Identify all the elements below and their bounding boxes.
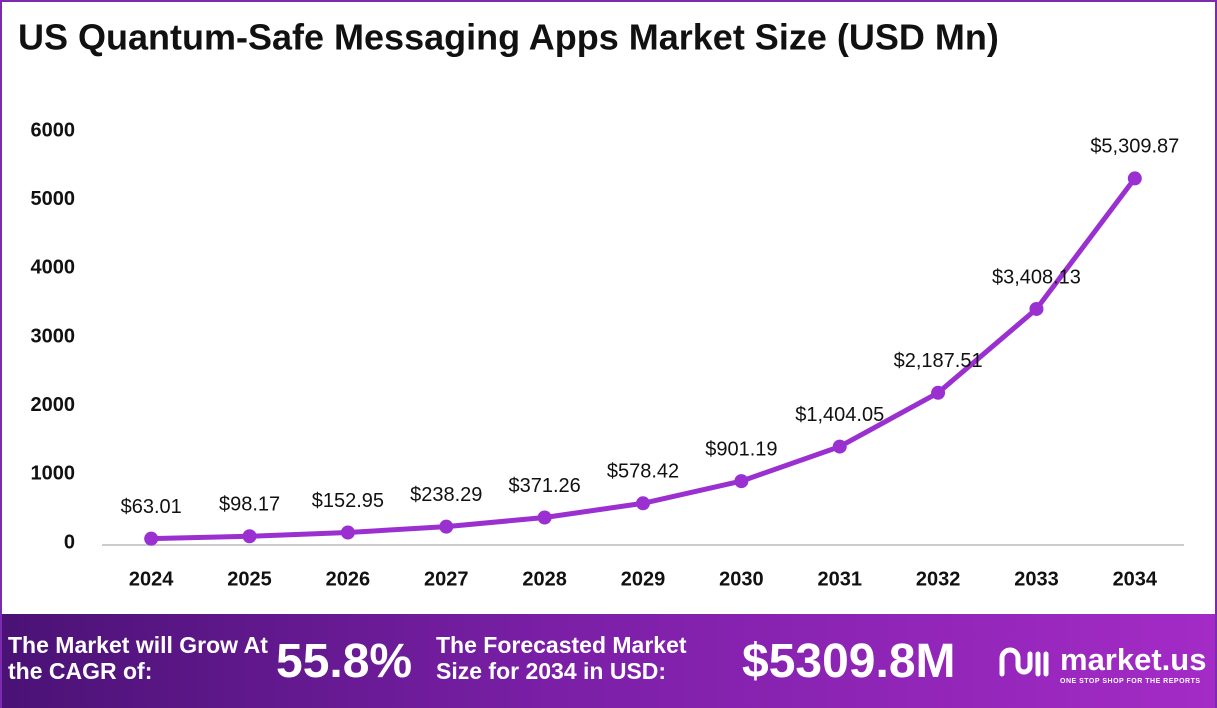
line [151, 176, 1137, 542]
point [636, 496, 650, 511]
brand: market.us [1060, 642, 1207, 677]
x-tick-label: 2033 [1014, 568, 1059, 590]
point [242, 529, 257, 544]
data-label: $371.26 [508, 475, 580, 497]
x-tick-label: 2028 [522, 568, 567, 590]
x-tick-label: 2034 [1113, 568, 1158, 590]
point [537, 510, 552, 525]
point [340, 525, 355, 540]
point [1127, 171, 1142, 186]
brand-logo [999, 647, 1049, 677]
point [144, 531, 159, 546]
x-tick-label: 2030 [719, 568, 764, 590]
y-tick-label: 2000 [31, 394, 76, 416]
y-tick-label: 3000 [31, 325, 76, 347]
data-label: $901.19 [705, 438, 777, 460]
x-tick-label: 2026 [326, 568, 371, 590]
cagr-text: The Market will Grow At the CAGR of: [8, 632, 268, 685]
chart: US Quantum-Safe Messaging Apps Market Si… [18, 17, 1184, 590]
point [931, 385, 946, 400]
data-label: $98.17 [219, 494, 280, 516]
x-tick-label: 2031 [817, 568, 862, 590]
y-tick-label: 4000 [31, 257, 76, 279]
point [832, 439, 847, 454]
tagline: ONE STOP SHOP FOR THE REPORTS [1060, 678, 1201, 685]
y-tick-label: 1000 [31, 463, 76, 485]
point [734, 474, 749, 489]
data-label: $578.42 [607, 461, 679, 483]
cagr-value: 55.8% [276, 635, 413, 688]
y-tick-label: 6000 [31, 119, 76, 141]
data-label: $152.95 [312, 490, 384, 512]
data-label: $5,309.87 [1090, 136, 1179, 158]
data-label: $63.01 [121, 496, 182, 518]
point [1029, 301, 1044, 316]
forecast-text: The Forecasted Market Size for 2034 in U… [436, 632, 687, 685]
data-label: $238.29 [410, 484, 482, 506]
data-label: $1,404.05 [795, 404, 884, 426]
y-tick-label: 5000 [31, 188, 76, 210]
x-tick-label: 2032 [916, 568, 961, 590]
x-tick-label: 2024 [129, 568, 174, 590]
data-label: $2,187.51 [894, 350, 983, 372]
y-tick-label: 0 [64, 531, 75, 553]
forecast-value: $5309.8M [742, 635, 956, 688]
banner: The Market will Grow At the CAGR of: 55.… [2, 614, 1215, 708]
x-tick-label: 2025 [227, 568, 272, 590]
chart-title: US Quantum-Safe Messaging Apps Market Si… [18, 17, 999, 58]
point [439, 519, 454, 534]
x-tick-label: 2029 [621, 568, 666, 590]
data-label: $3,408.13 [992, 266, 1081, 288]
x-tick-label: 2027 [424, 568, 469, 590]
